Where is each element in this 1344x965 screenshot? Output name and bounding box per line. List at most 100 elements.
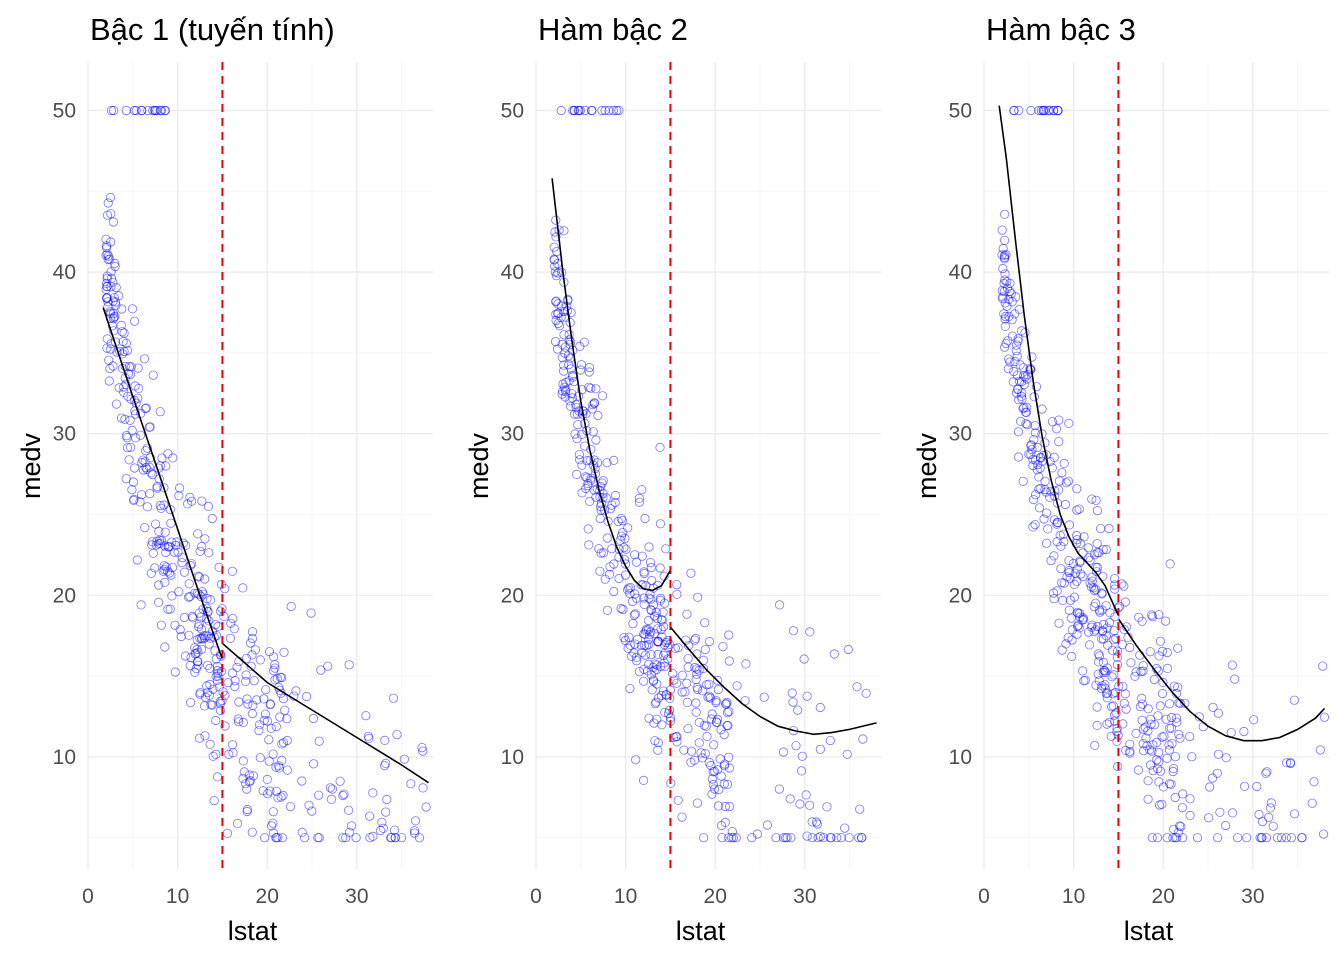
data-point [1000,321,1010,331]
fit-line-segment-2 [1118,619,1326,742]
data-point [1221,753,1231,763]
data-point [732,681,742,691]
data-point [158,566,168,576]
data-point [1047,417,1058,427]
data-point [1148,740,1158,750]
data-point [637,648,647,658]
data-point [270,660,280,670]
data-point [167,562,178,573]
data-point [1028,494,1039,505]
data-point [1164,745,1175,755]
data-point [338,790,348,801]
data-point [159,483,169,493]
data-point [1091,495,1101,505]
data-point [1102,688,1112,698]
data-point [573,391,584,401]
data-point [264,647,275,657]
data-point [1111,633,1121,644]
data-point [1012,351,1022,361]
data-point [1157,688,1168,699]
data-point [1064,418,1074,428]
data-point [616,513,626,524]
data-point [617,515,628,526]
data-point [277,833,287,843]
data-point [392,729,402,740]
data-point [245,775,255,786]
fit-line-segment-2 [222,643,429,784]
data-point [121,105,131,116]
data-point [265,786,275,796]
data-point [304,800,314,810]
data-point [566,308,576,318]
data-point [557,339,567,349]
data-point [724,630,734,640]
data-point [1172,717,1182,727]
data-point [132,555,142,565]
data-point [608,105,619,116]
data-point [396,833,407,843]
data-point [136,600,146,610]
data-point [602,605,613,615]
data-point [200,534,210,544]
data-point [1261,768,1271,778]
data-point [584,540,594,550]
data-point [205,690,215,700]
data-point [1017,394,1027,404]
data-point [1052,537,1062,547]
data-point [179,612,189,623]
data-point [1276,833,1287,843]
data-point [1072,535,1082,545]
data-point [588,427,598,437]
data-point [549,255,560,265]
data-point [673,795,683,805]
data-point [1014,376,1025,386]
data-point [553,318,563,329]
data-point [634,667,645,677]
data-point [220,584,230,594]
data-point [621,544,631,554]
data-point [1282,758,1292,768]
data-point [230,681,240,692]
data-point [268,818,278,828]
data-point [1158,782,1169,792]
data-point [707,709,717,719]
data-point [583,478,593,488]
data-point [1167,712,1177,723]
data-point [556,105,566,116]
data-point [131,105,141,116]
data-point [700,644,710,655]
data-point [199,701,210,711]
data-point [1162,663,1173,674]
data-point [1141,733,1151,743]
data-point [299,833,310,843]
data-point [1064,555,1074,566]
data-point [602,533,612,543]
data-point [624,632,634,642]
data-point [793,705,803,715]
data-point [822,802,832,812]
data-point [1140,722,1150,732]
data-point [1145,647,1155,657]
y-tick-label: 10 [53,746,76,769]
data-point [194,733,205,743]
data-point [641,624,652,635]
data-point [161,461,171,471]
data-point [141,403,151,413]
data-point [774,784,784,794]
data-point [700,618,710,628]
data-point [1138,739,1148,749]
data-point [150,563,160,573]
data-point [375,825,386,836]
data-point [714,784,724,795]
data-point [625,640,635,650]
data-point [1090,740,1100,751]
data-point [111,297,121,307]
data-point [604,105,614,116]
data-point [242,694,252,704]
data-point [579,337,589,347]
data-point [1056,564,1066,574]
data-point [997,225,1007,235]
data-point [818,833,829,843]
data-point [558,366,569,376]
data-point [169,547,179,557]
